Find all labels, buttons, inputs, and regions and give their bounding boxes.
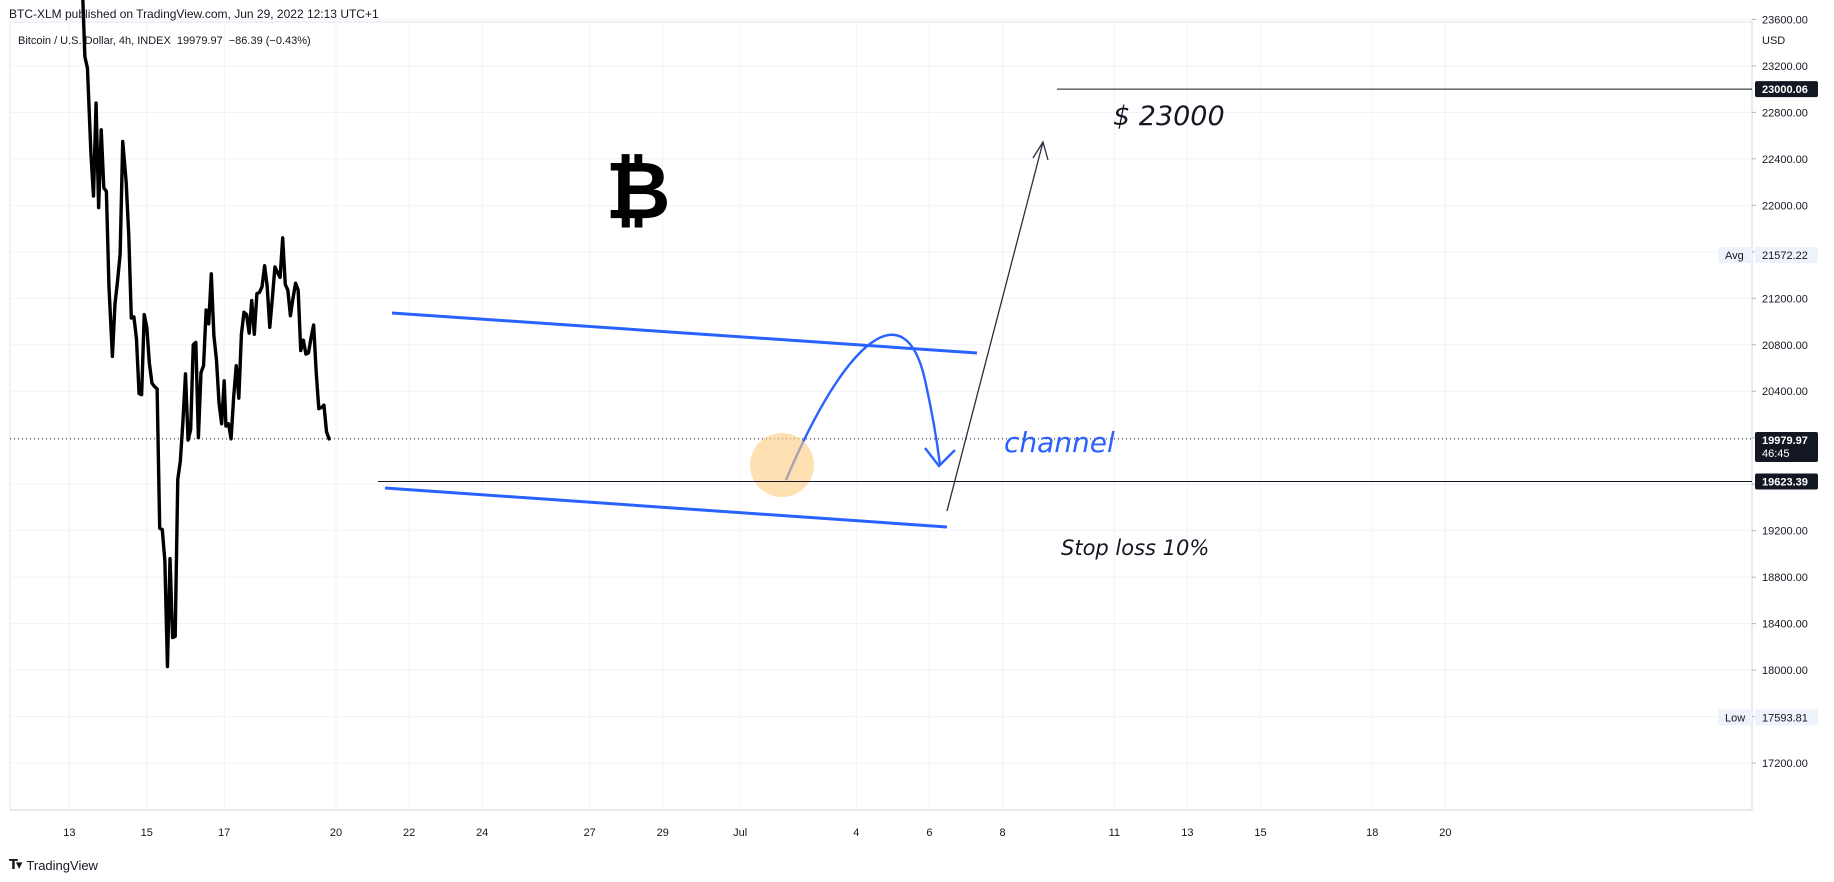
avg-price-tag-prefix-bg: [1718, 247, 1752, 264]
low-price-tag: 17593.81: [1762, 712, 1808, 724]
y-tick-label: 23200.00: [1762, 61, 1808, 73]
y-tick-label: 20800.00: [1762, 340, 1808, 352]
x-tick-label: 22: [403, 827, 415, 839]
low-price-tag-prefix-bg: [1718, 709, 1752, 726]
y-tick-label: 23600.00: [1762, 14, 1808, 26]
price-tag-23000-06-bg: [1755, 81, 1818, 98]
x-tick-label: 13: [1181, 827, 1193, 839]
x-tick-label: 20: [330, 827, 342, 839]
y-tick-label: 19200.00: [1762, 526, 1808, 538]
x-tick-label: 6: [926, 827, 932, 839]
y-tick-label: 18400.00: [1762, 619, 1808, 631]
price-tag-19623-39: 19623.39: [1762, 476, 1808, 488]
stop-loss-text: Stop loss 10%: [1061, 536, 1209, 560]
x-tick-label: 4: [853, 827, 859, 839]
x-tick-label: 8: [999, 827, 1005, 839]
bitcoin-logo-icon: ₿: [605, 144, 670, 237]
footer-brand: TradingView: [26, 857, 98, 873]
y-tick-label: 22400.00: [1762, 154, 1808, 166]
price-tag-23000-06: 23000.06: [1762, 84, 1808, 96]
y-tick-label: 22000.00: [1762, 200, 1808, 212]
x-tick-label: Jul: [733, 827, 747, 839]
symbol-legend[interactable]: Bitcoin / U.S. Dollar, 4h, INDEX 19979.97…: [18, 35, 317, 47]
currency-label: USD: [1762, 35, 1785, 47]
avg-price-tag-bg: [1755, 247, 1818, 264]
price-change-readout: −86.39 (−0.43%): [228, 35, 311, 47]
price-tag-19979-97-bg: [1755, 432, 1818, 463]
entry-highlight-circle: [750, 433, 814, 497]
tradingview-logo-icon: T▾: [9, 857, 22, 873]
target-arrow-line: [946, 141, 1044, 512]
target-arrowhead: [1032, 140, 1049, 161]
price-tag-19979-97: 19979.97: [1762, 435, 1808, 447]
avg-price-tag: 21572.22: [1762, 250, 1808, 262]
x-tick-label: 11: [1109, 827, 1120, 839]
projection-arrowhead: [924, 447, 956, 468]
x-tick-label: 15: [141, 827, 153, 839]
target-price-text: $ 23000: [1113, 101, 1225, 132]
last-price-readout: 19979.97: [176, 35, 223, 47]
price-tag-19623-39-bg: [1755, 473, 1818, 490]
btc-price-line: [81, 0, 331, 669]
avg-price-tag-prefix: Avg: [1725, 250, 1744, 262]
chart-grid: [9, 18, 1753, 811]
x-tick-label: 17: [218, 827, 230, 839]
channel-upper-line: [391, 311, 978, 355]
low-price-tag-bg: [1755, 709, 1818, 726]
y-tick-label: 18000.00: [1762, 665, 1808, 677]
x-tick-label: 27: [584, 827, 596, 839]
y-tick-label: 21200.00: [1762, 293, 1808, 305]
x-tick-label: 18: [1366, 827, 1378, 839]
chart-series: [10, 0, 1752, 669]
published-line: BTC-XLM published on TradingView.com, Ju…: [9, 7, 379, 21]
x-tick-label: 13: [63, 827, 75, 839]
countdown-label: 46:45: [1762, 448, 1790, 460]
chart-frame: [9, 21, 1753, 811]
x-tick-label: 24: [476, 827, 488, 839]
x-tick-label: 29: [657, 827, 669, 839]
chart-axes: 17200.0017600.0018000.0018400.0018800.00…: [10, 14, 1808, 839]
x-tick-label: 15: [1254, 827, 1266, 839]
chart-labels: $ 23000 channel Stop loss 10% ₿ 23000.06 1997…: [605, 81, 1818, 726]
y-tick-label: 22800.00: [1762, 107, 1808, 119]
channel-lower-line: [384, 486, 948, 529]
low-price-tag-prefix: Low: [1725, 712, 1745, 724]
symbol-name[interactable]: Bitcoin / U.S. Dollar, 4h, INDEX: [18, 35, 171, 47]
channel-text: channel: [1004, 426, 1115, 459]
projection-curve: [784, 333, 942, 481]
x-tick-label: 20: [1439, 827, 1451, 839]
chart-drawings[interactable]: [378, 88, 1752, 529]
y-tick-label: 17200.00: [1762, 758, 1808, 770]
y-tick-label: 20400.00: [1762, 386, 1808, 398]
y-tick-label: 18800.00: [1762, 572, 1808, 584]
tradingview-footer[interactable]: T▾ TradingView: [9, 855, 98, 875]
